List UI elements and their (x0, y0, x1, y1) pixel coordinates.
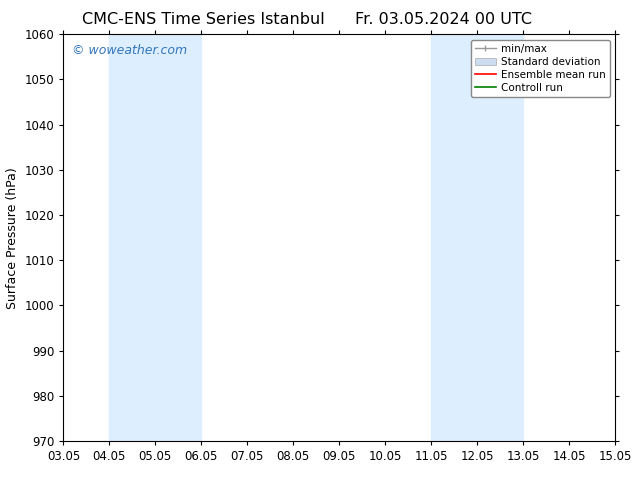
Text: CMC-ENS Time Series Istanbul: CMC-ENS Time Series Istanbul (82, 12, 324, 27)
Y-axis label: Surface Pressure (hPa): Surface Pressure (hPa) (6, 167, 19, 309)
Bar (110, 34, 202, 441)
Text: © woweather.com: © woweather.com (72, 45, 187, 57)
Text: Fr. 03.05.2024 00 UTC: Fr. 03.05.2024 00 UTC (355, 12, 533, 27)
Bar (431, 34, 523, 441)
Legend: min/max, Standard deviation, Ensemble mean run, Controll run: min/max, Standard deviation, Ensemble me… (470, 40, 610, 97)
